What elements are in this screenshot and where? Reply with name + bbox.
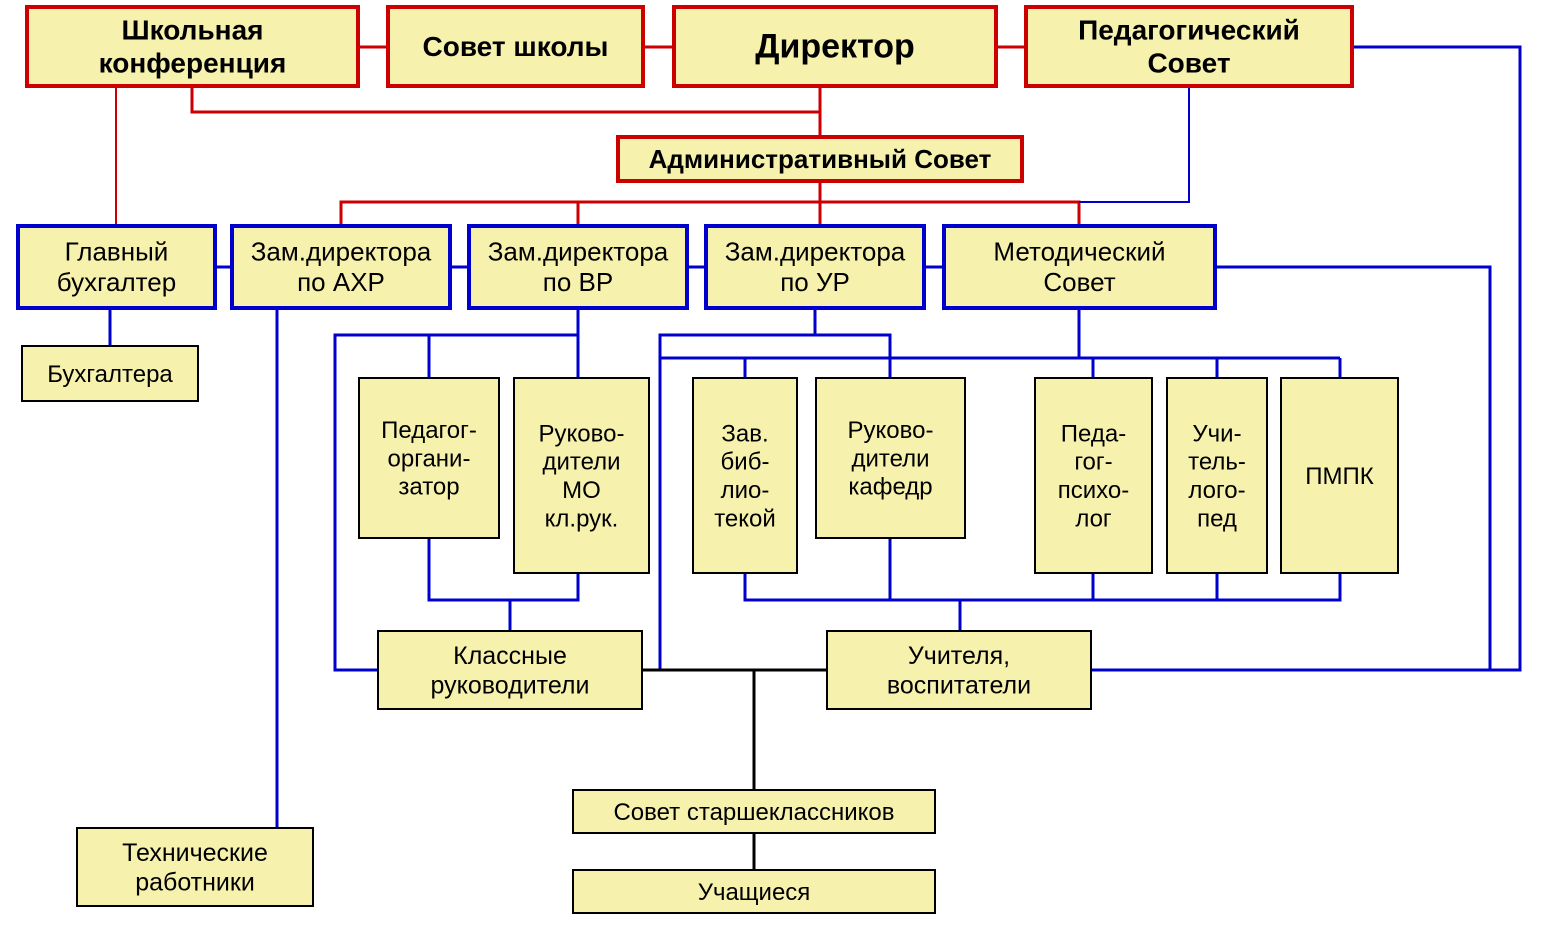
node-label: кл.рук. xyxy=(545,505,619,532)
node-label: Административный Совет xyxy=(649,144,992,174)
edge xyxy=(960,573,1093,600)
node-tech: Техническиеработники xyxy=(77,828,313,906)
node-label: конференция xyxy=(99,47,287,78)
node-label: Учителя, xyxy=(908,642,1010,670)
edge xyxy=(745,573,960,631)
node-label: МО xyxy=(562,477,601,504)
org-chart: Школьнаяконференция Совет школы Директор Пе… xyxy=(0,0,1548,928)
node-zavbib: Зав.биб-лио-текой xyxy=(693,378,797,573)
node-label: по УР xyxy=(780,267,850,297)
node-klassruk: Классныеруководители xyxy=(378,631,642,709)
node-label: Педагог- xyxy=(381,417,477,444)
node-label: по ВР xyxy=(543,267,613,297)
node-label: биб- xyxy=(721,449,770,476)
node-label: Технические xyxy=(122,839,268,867)
node-rukmo: Руково-дителиМОкл.рук. xyxy=(514,378,649,573)
nodes-layer: Школьнаяконференция Совет школы Директор Пе… xyxy=(18,7,1398,913)
node-label: Зам.директора xyxy=(725,237,906,267)
node-label: руководители xyxy=(431,671,590,699)
node-metod: МетодическийСовет xyxy=(944,226,1215,308)
node-pedsovet: ПедагогическийСовет xyxy=(1026,7,1352,86)
node-label: Педа- xyxy=(1061,420,1126,447)
node-label: тель- xyxy=(1188,449,1246,476)
node-label: лог xyxy=(1075,505,1112,532)
node-starsh: Совет старшеклассников xyxy=(573,790,935,833)
node-label: дители xyxy=(542,449,620,476)
node-teachers: Учителя,воспитатели xyxy=(827,631,1091,709)
node-label: Учащиеся xyxy=(698,879,811,906)
node-label: пед xyxy=(1197,505,1237,532)
node-label: Бухгалтера xyxy=(47,361,173,388)
node-label: затор xyxy=(398,474,459,501)
node-label: ПМПК xyxy=(1305,463,1373,490)
node-label: Руково- xyxy=(848,417,934,444)
node-label: по АХР xyxy=(297,267,385,297)
node-label: лого- xyxy=(1188,477,1245,504)
node-label: текой xyxy=(714,505,776,532)
node-label: лио- xyxy=(721,477,770,504)
node-label: кафедр xyxy=(848,474,932,501)
node-label: Совет xyxy=(1147,47,1230,78)
node-label: воспитатели xyxy=(887,671,1031,699)
node-sovet: Совет школы xyxy=(388,7,643,86)
node-label: Зам.директора xyxy=(251,237,432,267)
node-label: Главный xyxy=(65,237,169,267)
node-label: Методический xyxy=(993,237,1165,267)
node-label: Учи- xyxy=(1192,420,1241,447)
node-label: Совет xyxy=(1043,267,1115,297)
node-label: Школьная xyxy=(121,14,263,45)
node-zam-ahr: Зам.директорапо АХР xyxy=(232,226,450,308)
node-label: Совет школы xyxy=(423,31,609,62)
node-conf: Школьнаяконференция xyxy=(27,7,358,86)
node-label: психо- xyxy=(1058,477,1129,504)
node-label: органи- xyxy=(388,445,471,472)
node-label: работники xyxy=(135,868,255,896)
node-zam-ur: Зам.директорапо УР xyxy=(706,226,924,308)
edge xyxy=(192,86,820,112)
node-label: дители xyxy=(851,445,929,472)
node-label: Классные xyxy=(453,642,567,670)
edge xyxy=(429,538,510,631)
node-pmpk: ПМПК xyxy=(1281,378,1398,573)
edge xyxy=(820,202,1079,226)
node-label: Зав. xyxy=(721,420,768,447)
node-label: гог- xyxy=(1074,449,1112,476)
node-logo: Учи-тель-лого-пед xyxy=(1167,378,1267,573)
edge xyxy=(510,573,578,600)
node-label: бухгалтер xyxy=(57,267,176,297)
node-label: Зам.директора xyxy=(488,237,669,267)
node-label: Совет старшеклассников xyxy=(613,799,894,826)
node-glavbuh: Главныйбухгалтер xyxy=(18,226,215,308)
node-rukkaf: Руково-дителикафедр xyxy=(816,378,965,538)
node-pedorg: Педагог-органи-затор xyxy=(359,378,499,538)
node-uchash: Учащиеся xyxy=(573,870,935,913)
node-buh: Бухгалтера xyxy=(22,346,198,401)
node-label: Педагогический xyxy=(1078,14,1300,45)
edge xyxy=(341,181,820,226)
node-admin: Административный Совет xyxy=(618,137,1022,181)
node-psih: Педа-гог-психо-лог xyxy=(1035,378,1152,573)
node-label: Руково- xyxy=(539,420,625,447)
node-zam-vr: Зам.директорапо ВР xyxy=(469,226,687,308)
node-label: Директор xyxy=(755,27,915,65)
node-director: Директор xyxy=(674,7,996,86)
edge xyxy=(1079,86,1189,202)
